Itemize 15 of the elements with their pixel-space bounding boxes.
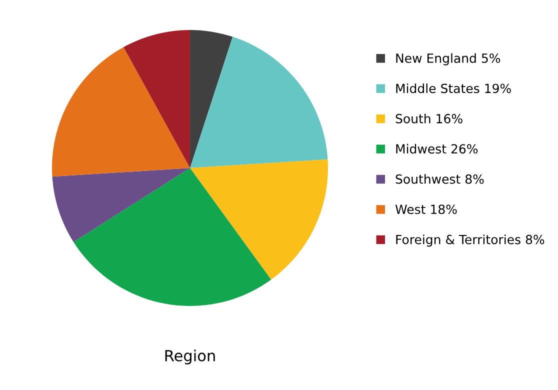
legend-label: Southwest 8%: [396, 174, 484, 184]
legend-label: South 16%: [396, 114, 462, 124]
pie-slice: [124, 30, 190, 168]
pie-slice: [73, 168, 272, 306]
legend-label: Middle States 19%: [396, 83, 511, 94]
legend-label: Midwest 26%: [396, 144, 478, 154]
pie-slice: [190, 159, 328, 280]
pie-slice: [190, 36, 328, 168]
pie-slice: [52, 47, 190, 177]
pie-slice: [190, 30, 233, 168]
legend-label: New England 5%: [396, 53, 500, 66]
legend-label: Foreign & Territories 8%: [396, 234, 544, 247]
legend-label: West 18%: [395, 204, 457, 214]
pie-slice: [52, 168, 190, 242]
text: Region: [165, 350, 215, 364]
